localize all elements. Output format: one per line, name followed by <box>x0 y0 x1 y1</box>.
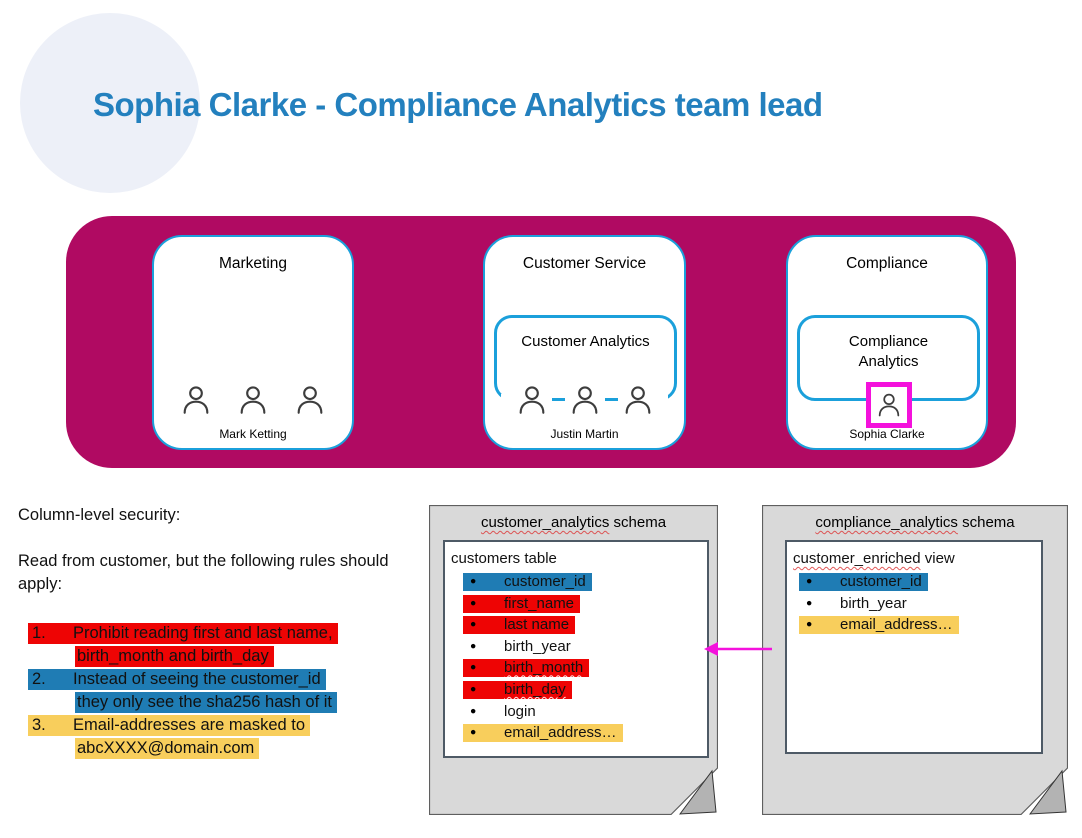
rule-text: they only see the sha256 hash of it <box>75 692 338 713</box>
column-row: ● login <box>445 701 707 723</box>
column-row: ● customer_id <box>787 571 1041 593</box>
note-fold <box>678 769 717 815</box>
person-icon <box>290 383 330 421</box>
rule-text: abcXXXX@domain.com <box>75 738 260 759</box>
dept-title: Compliance <box>846 255 928 272</box>
note-inner: customer_enriched view ● customer_id ● bir… <box>785 540 1043 754</box>
dept-title: Marketing <box>218 255 288 272</box>
security-rules-block: Column-level security: Read from custome… <box>18 504 416 760</box>
people-row <box>485 383 684 421</box>
avatar-circle <box>20 13 200 193</box>
security-intro: Read from customer, but the following ru… <box>18 552 389 593</box>
person-icon <box>617 383 658 421</box>
border-mask <box>501 394 515 405</box>
note-title: customer_analytics schema <box>480 514 667 531</box>
bullet-icon: ● <box>470 726 477 739</box>
column-name: birth_month <box>504 659 584 677</box>
team-label: Customer Analytics <box>521 333 650 350</box>
note-title: compliance_analytics schema <box>815 514 1015 531</box>
rule-number: 1. <box>32 624 46 642</box>
dept-box-customer-service: Customer Service Customer Analytics Just… <box>483 235 686 450</box>
bullet-icon: ● <box>470 682 477 695</box>
relation-arrow <box>704 642 772 656</box>
note-inner: customers table ● customer_id ● first_name… <box>443 540 709 758</box>
bullet-icon: ● <box>806 618 813 631</box>
rule-item: 2. Instead of seeing the customer_id they… <box>18 668 416 714</box>
highlight-square <box>866 382 912 428</box>
rule-text: birth_month and birth_day <box>75 646 274 667</box>
column-name: customer_id <box>840 573 922 590</box>
rule-text: Instead of seeing the customer_id <box>73 670 321 688</box>
team-label: Compliance Analytics <box>848 333 929 370</box>
person-icon <box>878 393 900 417</box>
person-icon <box>233 383 273 421</box>
column-name: email_address… <box>504 724 617 742</box>
bullet-icon: ● <box>470 661 477 674</box>
column-name: birth_year <box>504 637 571 655</box>
bullet-icon: ● <box>470 596 477 609</box>
schema-note-compliance-analytics: compliance_analytics schema customer_enr… <box>762 505 1068 815</box>
column-name: customer_id <box>504 573 586 590</box>
rule-text: Prohibit reading first and last name, <box>73 624 333 642</box>
column-name: birth_day <box>504 680 566 698</box>
lead-name: Sophia Clarke <box>849 427 925 441</box>
security-heading: Column-level security: <box>18 506 181 524</box>
rule-item: 3. Email-addresses are masked to abcXXXX@… <box>18 714 416 760</box>
column-name: first_name <box>504 594 575 612</box>
column-row: ● last name <box>445 614 707 636</box>
rule-item: 1. Prohibit reading first and last name, … <box>18 622 416 668</box>
schema-note-customer-analytics: customer_analytics schema customers tabl… <box>429 505 718 815</box>
column-name: last name <box>504 616 570 634</box>
bullet-icon: ● <box>470 618 477 631</box>
page-title: Sophia Clarke - Compliance Analytics tea… <box>93 86 823 123</box>
dept-box-marketing: Marketing Mark Ketting <box>152 235 354 450</box>
bullet-icon: ● <box>470 704 477 717</box>
column-name: email_address… <box>840 616 953 634</box>
column-row: ● birth_year <box>445 636 707 658</box>
object-title: customer_enriched view <box>793 550 955 567</box>
bullet-icon: ● <box>470 639 477 652</box>
rule-text: Email-addresses are masked to <box>73 716 306 734</box>
dept-title: Customer Service <box>522 255 647 272</box>
bullet-icon: ● <box>470 575 477 587</box>
rule-number: 3. <box>32 716 46 734</box>
column-row: ● customer_id <box>445 571 707 593</box>
bullet-icon: ● <box>806 596 813 609</box>
border-mask <box>654 394 668 405</box>
people-row <box>154 383 352 421</box>
column-row: ● email_address… <box>445 722 707 744</box>
rule-number: 2. <box>32 670 46 688</box>
column-name: birth_year <box>840 594 907 612</box>
bullet-icon: ● <box>806 575 813 587</box>
column-row: ● email_address… <box>787 614 1041 636</box>
note-fold <box>1028 769 1067 815</box>
lead-name: Mark Ketting <box>219 427 287 441</box>
object-title: customers table <box>451 550 557 567</box>
lead-name: Justin Martin <box>550 427 619 441</box>
person-icon <box>176 383 216 421</box>
person-icon <box>511 383 552 421</box>
column-row: ● birth_year <box>787 593 1041 615</box>
column-row: ● first_name <box>445 593 707 615</box>
column-name: login <box>504 702 536 720</box>
column-row: ● birth_month <box>445 657 707 679</box>
person-icon <box>564 383 605 421</box>
dept-box-compliance: Compliance Compliance Analytics Sophia C… <box>786 235 988 450</box>
column-row: ● birth_day <box>445 679 707 701</box>
